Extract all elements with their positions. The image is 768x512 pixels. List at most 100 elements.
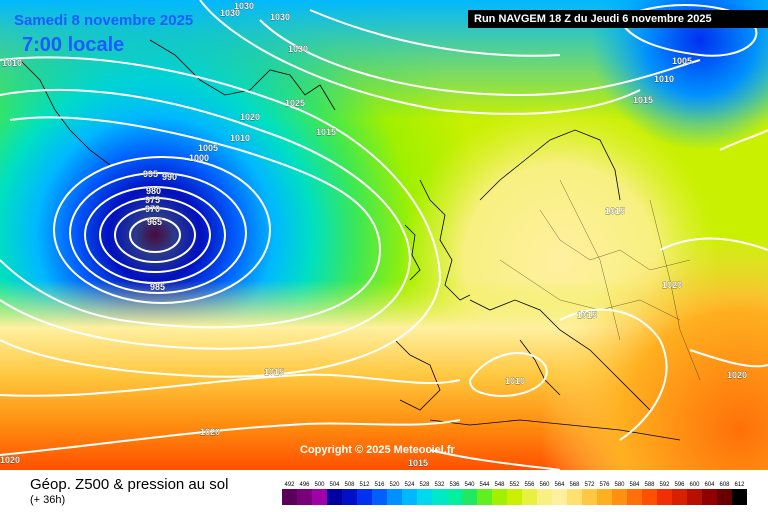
isobar-label: 1030 (270, 12, 290, 22)
ireland-coast (404, 224, 421, 281)
isobar-label: 1020 (662, 280, 682, 290)
labrador-coast (19, 59, 111, 166)
isobar-label: 990 (162, 172, 177, 182)
forecast-offset: (+ 36h) (30, 494, 66, 506)
scandinavia-coast (479, 129, 621, 201)
scale-tick-label: 584 (629, 482, 640, 488)
isobar-label: 965 (147, 217, 162, 227)
forecast-local-time: 7:00 locale (22, 34, 125, 56)
scale-swatch (357, 489, 372, 505)
scale-tick-label: 548 (494, 482, 505, 488)
isobar-label: 980 (146, 186, 161, 196)
scale-tick-label: 568 (569, 482, 580, 488)
isobar-label: 985 (150, 282, 165, 292)
scale-tick-label: 500 (314, 482, 325, 488)
scale-swatch (402, 489, 417, 505)
scale-tick-label: 576 (599, 482, 610, 488)
scale-tick-label: 552 (509, 482, 520, 488)
scale-swatch (477, 489, 492, 505)
scale-swatch (312, 489, 327, 505)
italy-coast (519, 339, 561, 396)
model-run-label: Run NAVGEM 18 Z du Jeudi 6 novembre 2025 (468, 10, 768, 28)
scale-swatch (552, 489, 567, 505)
scale-swatch (597, 489, 612, 505)
scale-swatch (702, 489, 717, 505)
scale-swatch (642, 489, 657, 505)
scale-swatch (492, 489, 507, 505)
scale-swatch (582, 489, 597, 505)
scale-swatch (432, 489, 447, 505)
scale-tick-label: 592 (659, 482, 670, 488)
isobar-labels: 1030 1030 1030 1030 1025 1020 1015 1010 … (0, 1, 747, 468)
isobar-label: 1015 (577, 310, 597, 320)
scale-swatch (522, 489, 537, 505)
isobar-label: 1015 (264, 367, 284, 377)
isobar-label: 975 (145, 195, 160, 205)
isobar-label: 1030 (288, 44, 308, 54)
isobar-label: 1020 (240, 112, 260, 122)
scale-swatch (372, 489, 387, 505)
scale-tick-label: 536 (449, 482, 460, 488)
isobar-label: 1010 (654, 74, 674, 84)
scale-tick-label: 508 (344, 482, 355, 488)
coastlines (19, 39, 681, 441)
scale-swatch (342, 489, 357, 505)
greenland-coast (149, 39, 336, 111)
isobar-label: 1020 (200, 427, 220, 437)
isobar-label: 1005 (672, 56, 692, 66)
scale-tick-label: 512 (359, 482, 370, 488)
color-scale: 492 496 500 504 508 512 516 520 524 528 532 536 540 5… (282, 482, 747, 505)
continental-coast (469, 299, 651, 411)
scale-swatch (417, 489, 432, 505)
scale-swatch (507, 489, 522, 505)
isobars (0, 0, 768, 470)
scale-tick-label: 496 (299, 482, 310, 488)
scale-tick-label: 608 (719, 482, 730, 488)
scale-tick-label: 588 (644, 482, 655, 488)
scale-tick-label: 572 (584, 482, 595, 488)
isobar-label: 1020 (0, 455, 20, 465)
isobar-label: 1030 (220, 8, 240, 18)
isobar-965 (129, 217, 181, 253)
iberia-coast (394, 339, 441, 411)
scale-swatch (282, 489, 297, 505)
scale-swatch (687, 489, 702, 505)
isobar-label: 1030 (234, 1, 254, 11)
scale-tick-label: 524 (404, 482, 415, 488)
isobar-label: 1010 (505, 376, 525, 386)
forecast-date: Samedi 8 novembre 2025 (14, 12, 194, 29)
scale-tick-label: 504 (329, 482, 340, 488)
scale-tick-label: 520 (389, 482, 400, 488)
isobar-label: 1015 (605, 206, 625, 216)
scale-swatch (732, 489, 747, 505)
scale-tick-label: 532 (434, 482, 445, 488)
isobar-label: 1020 (727, 370, 747, 380)
scale-swatch (387, 489, 402, 505)
isobar-label: 1025 (285, 98, 305, 108)
scale-swatch (717, 489, 732, 505)
scale-swatch (537, 489, 552, 505)
scale-tick-label: 580 (614, 482, 625, 488)
scale-tick-label: 528 (419, 482, 430, 488)
scale-swatch (567, 489, 582, 505)
scale-swatch (657, 489, 672, 505)
isobar-label: 1010 (230, 133, 250, 143)
scale-tick-label: 540 (464, 482, 475, 488)
pressure-geopotential-map: 1030 1030 1030 1030 1025 1020 1015 1010 … (0, 0, 768, 470)
scale-tick-label: 564 (554, 482, 565, 488)
scale-tick-label: 596 (674, 482, 685, 488)
scale-tick-label: 612 (734, 482, 745, 488)
legend-title: Géop. Z500 & pression au sol (30, 476, 229, 493)
scale-swatch (612, 489, 627, 505)
copyright-notice: Copyright © 2025 Meteociel.fr (300, 444, 455, 456)
isobar-label: 1015 (408, 458, 428, 468)
scale-tick-label: 556 (524, 482, 535, 488)
isobar-label: 1000 (189, 153, 209, 163)
isobar-label: 970 (145, 204, 160, 214)
isobar-label: 1010 (2, 58, 22, 68)
scale-tick-label: 600 (689, 482, 700, 488)
scale-tick-label: 604 (704, 482, 715, 488)
scale-tick-label: 516 (374, 482, 385, 488)
isobar-label: 995 (143, 169, 158, 179)
british-isles-coast (419, 179, 471, 301)
